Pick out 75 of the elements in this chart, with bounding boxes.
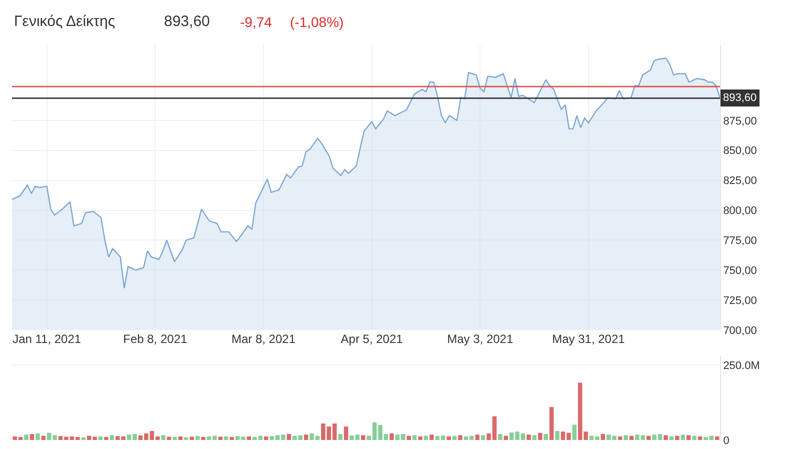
y-tick-label: 700,00 bbox=[723, 324, 757, 337]
x-tick-label: Jan 11, 2021 bbox=[12, 332, 82, 346]
bar bbox=[715, 436, 720, 440]
y-tick-label: 0 bbox=[723, 434, 730, 447]
bar bbox=[338, 434, 342, 440]
bar bbox=[110, 435, 114, 440]
bar bbox=[195, 436, 200, 440]
text: -9,74 bbox=[240, 14, 272, 30]
chart-title: Γενικός Δείκτης bbox=[14, 13, 116, 30]
bar bbox=[430, 434, 434, 440]
bar bbox=[675, 436, 680, 440]
bar bbox=[184, 437, 188, 440]
x-tick-label: Mar 8, 2021 bbox=[231, 332, 296, 346]
bar bbox=[81, 437, 86, 440]
bar bbox=[201, 437, 206, 440]
bar bbox=[224, 436, 228, 440]
y-tick-label: 750,00 bbox=[723, 264, 757, 277]
text: 893,60 bbox=[164, 13, 210, 30]
bar bbox=[304, 434, 308, 440]
bar bbox=[544, 434, 548, 440]
bar bbox=[172, 437, 177, 440]
bar bbox=[555, 431, 560, 440]
y-tick-label: 775,00 bbox=[723, 235, 757, 248]
bar bbox=[178, 436, 183, 440]
bar bbox=[538, 432, 542, 440]
ref-line-label: 893,60 bbox=[723, 92, 757, 104]
bar bbox=[480, 435, 486, 440]
bar bbox=[361, 435, 366, 440]
bar bbox=[458, 435, 462, 440]
bar bbox=[390, 433, 394, 440]
y-tick-label: 875,00 bbox=[723, 115, 757, 128]
x-tick-label: Feb 8, 2021 bbox=[123, 332, 188, 346]
text: (-1,08%) bbox=[290, 14, 344, 30]
bar bbox=[286, 434, 292, 440]
bar bbox=[680, 434, 686, 440]
y-tick-label: 825,00 bbox=[723, 175, 757, 188]
y-tick-label: 725,00 bbox=[723, 294, 757, 307]
bar bbox=[218, 436, 223, 440]
x-tick-label: May 3, 2021 bbox=[447, 332, 514, 346]
bar bbox=[549, 407, 554, 440]
bar bbox=[600, 434, 606, 440]
bar bbox=[98, 436, 103, 440]
bar bbox=[36, 433, 40, 440]
bar bbox=[475, 434, 480, 440]
bar bbox=[618, 436, 622, 440]
bar bbox=[24, 434, 28, 440]
y-tick-label: 800,00 bbox=[723, 205, 757, 218]
bar bbox=[344, 426, 348, 440]
x-tick-label: Apr 5, 2021 bbox=[340, 332, 404, 346]
bar bbox=[230, 437, 234, 440]
bar bbox=[646, 436, 651, 440]
bar bbox=[406, 436, 411, 440]
bar bbox=[532, 435, 537, 440]
bar bbox=[624, 435, 628, 440]
bar bbox=[669, 436, 674, 440]
bar bbox=[161, 435, 166, 440]
bar bbox=[498, 434, 502, 440]
bar bbox=[664, 435, 668, 440]
bar bbox=[686, 435, 691, 440]
bar bbox=[190, 436, 194, 440]
x-tick-label: May 31, 2021 bbox=[552, 332, 626, 346]
bar bbox=[572, 424, 577, 440]
bar bbox=[104, 437, 108, 440]
bar bbox=[446, 436, 451, 440]
bar bbox=[30, 434, 34, 440]
bar bbox=[698, 436, 702, 440]
bar bbox=[418, 436, 422, 440]
y-tick-label: 250.0M bbox=[723, 360, 760, 372]
bar bbox=[526, 434, 531, 440]
y-tick-label: 850,00 bbox=[723, 145, 757, 158]
bar bbox=[166, 436, 172, 440]
bar bbox=[246, 436, 252, 440]
bar bbox=[264, 436, 268, 440]
bar bbox=[692, 436, 696, 440]
bar bbox=[412, 435, 417, 440]
